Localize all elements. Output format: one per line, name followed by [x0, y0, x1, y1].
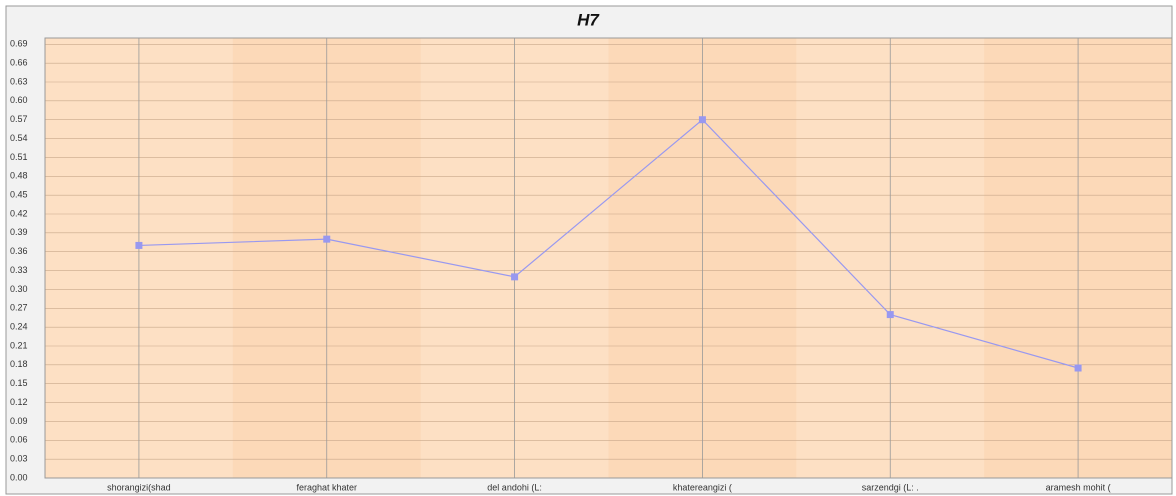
- marker: [135, 242, 142, 249]
- x-tick-label: sarzendgi (L: .: [862, 482, 919, 492]
- y-tick-label: 0.45: [10, 190, 28, 200]
- y-tick-label: 0.69: [10, 39, 28, 49]
- marker: [511, 273, 518, 280]
- x-tick-label: aramesh mohit (: [1046, 482, 1111, 492]
- y-tick-label: 0.60: [10, 95, 28, 105]
- y-tick-label: 0.09: [10, 416, 28, 426]
- y-tick-label: 0.57: [10, 114, 28, 124]
- y-tick-label: 0.54: [10, 133, 28, 143]
- x-tick-label: khatereangizi (: [673, 482, 732, 492]
- y-tick-label: 0.51: [10, 152, 28, 162]
- y-tick-label: 0.12: [10, 397, 28, 407]
- y-tick-label: 0.18: [10, 359, 28, 369]
- y-tick-label: 0.63: [10, 76, 28, 86]
- y-tick-label: 0.48: [10, 171, 28, 181]
- x-tick-label: del andohi (L:: [487, 482, 542, 492]
- y-tick-label: 0.42: [10, 208, 28, 218]
- x-tick-label: shorangizi(shad: [107, 482, 171, 492]
- x-tick-label: feraghat khater: [296, 482, 357, 492]
- y-tick-label: 0.30: [10, 284, 28, 294]
- y-tick-label: 0.66: [10, 58, 28, 68]
- y-tick-label: 0.24: [10, 322, 28, 332]
- y-tick-label: 0.06: [10, 435, 28, 445]
- chart: H7 0.00 0.03 0.06 0.09 0.12 0.15 0.18 0.21 0.24 0…: [0, 0, 1176, 496]
- y-tick-label: 0.27: [10, 303, 28, 313]
- marker: [699, 116, 706, 123]
- y-tick-label: 0.00: [10, 472, 28, 482]
- y-tick-label: 0.15: [10, 378, 28, 388]
- y-tick-label: 0.21: [10, 340, 28, 350]
- y-tick-label: 0.33: [10, 265, 28, 275]
- marker: [887, 311, 894, 318]
- marker: [323, 236, 330, 243]
- chart-title: H7: [577, 10, 600, 29]
- y-tick-label: 0.39: [10, 227, 28, 237]
- marker: [1075, 365, 1082, 372]
- y-tick-label: 0.36: [10, 246, 28, 256]
- page: H7 0.00 0.03 0.06 0.09 0.12 0.15 0.18 0.21 0.24 0…: [0, 0, 1176, 496]
- y-tick-label: 0.03: [10, 454, 28, 464]
